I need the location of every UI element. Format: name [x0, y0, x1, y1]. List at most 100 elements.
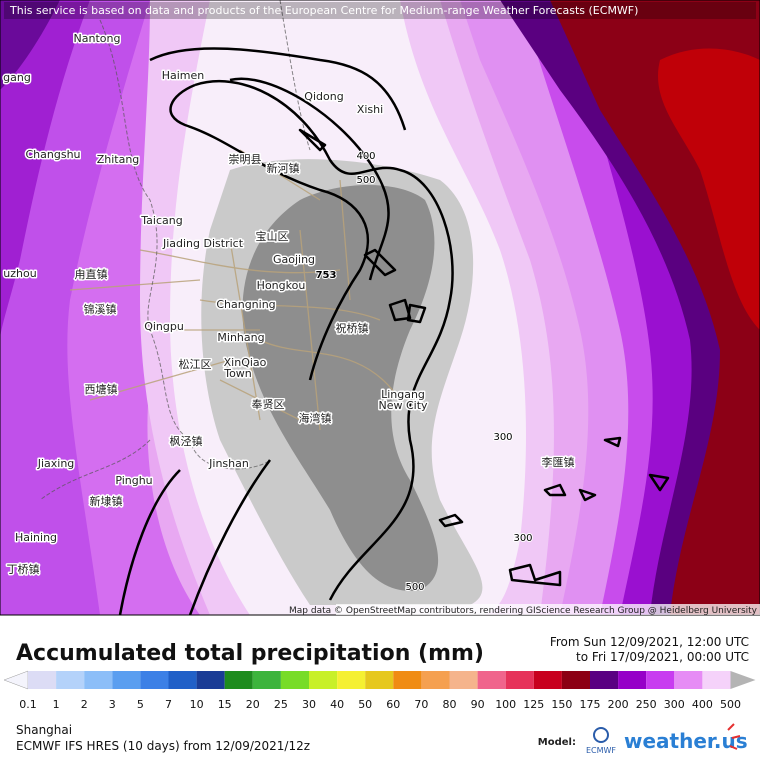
banner-bg [4, 2, 756, 19]
contour-label: 300 [493, 432, 512, 443]
isoline [118, 298, 427, 616]
place-label: 宝山区 [256, 229, 289, 243]
place-labels: Nantong Haimen Qidong Xishi Changshu Zhitang 崇… [2, 31, 576, 578]
place-label: 丁桥镇 [7, 562, 40, 576]
legend-swatch [309, 671, 338, 689]
legend-tick-label: 0.1 [19, 698, 37, 711]
place-label: Qidong [304, 90, 343, 103]
legend-swatch [477, 671, 506, 689]
place-label: Changshu [25, 148, 80, 161]
place-label: Hongkou [257, 279, 306, 292]
period-from: From Sun 12/09/2021, 12:00 UTC [550, 635, 749, 649]
legend-swatch [28, 671, 57, 689]
place-label: Town [223, 367, 252, 380]
ecmwf-logo [593, 727, 609, 743]
legend-tick-label: 1 [53, 698, 60, 711]
legend-swatch [337, 671, 366, 689]
place-label: Qingpu [144, 320, 184, 333]
contour-label: 300 [513, 533, 532, 544]
legend-tick-label: 100 [495, 698, 516, 711]
field-band [658, 48, 760, 330]
legend-swatch [224, 671, 253, 689]
legend-tick-label: 400 [692, 698, 713, 711]
contour-label: 500 [405, 582, 424, 593]
contour-labels: 400 500 753 300 300 500 [315, 150, 534, 594]
legend-tick-label: 10 [190, 698, 204, 711]
place-label: 祝桥镇 [336, 321, 369, 335]
title: Accumulated total precipitation (mm) [16, 641, 484, 666]
field-band [242, 185, 439, 591]
location: Shanghai [16, 723, 72, 737]
legend-tick-label: 70 [414, 698, 428, 711]
legend-swatch [618, 671, 647, 689]
place-label: 锦溪镇 [84, 302, 117, 316]
model-label: Model: [538, 737, 576, 748]
place-label: 新河镇 [267, 161, 300, 175]
legend-tick-label: 125 [523, 698, 544, 711]
contour-label: 753 [316, 270, 337, 281]
legend-tick-label: 90 [471, 698, 485, 711]
legend-under [3, 670, 29, 690]
place-label: Nantong [74, 32, 121, 45]
place-label: Haimen [162, 69, 205, 82]
legend-over [730, 671, 756, 689]
legend-tick-label: 175 [580, 698, 601, 711]
place-label: Zhitang [97, 153, 140, 166]
isoline [149, 47, 407, 152]
place-label: 李匯镇 [542, 455, 575, 469]
place-label: Pinghu [115, 474, 152, 487]
isoline [229, 77, 397, 281]
legend-swatch [84, 671, 113, 689]
legend-swatch [112, 671, 141, 689]
legend-tick-label: 60 [386, 698, 400, 711]
legend-swatch [365, 671, 394, 689]
place-label: Jinshan [208, 457, 249, 470]
legend-tick-label: 250 [636, 698, 657, 711]
place-label: Gaojing [273, 253, 315, 266]
legend-tick-label: 80 [443, 698, 457, 711]
place-label: 新埭镇 [90, 494, 123, 508]
place-label: Jiaxing [37, 457, 75, 470]
legend-tick-label: 15 [218, 698, 232, 711]
precipitation-map: This service is based on data and produc… [0, 0, 760, 616]
legend-swatch [674, 671, 703, 689]
border [39, 0, 311, 501]
place-label: 西塘镇 [85, 382, 118, 396]
legend-tick-label: 2 [81, 698, 88, 711]
place-label: 枫泾镇 [170, 434, 203, 448]
place-label: Xishi [357, 103, 383, 116]
place-label: New City [378, 399, 428, 412]
legend-swatch [561, 671, 590, 689]
field-band [0, 0, 60, 90]
field-band [0, 0, 90, 340]
legend-tick-label: 7 [165, 698, 172, 711]
place-label: 崇明县 [229, 153, 262, 166]
contour-label: 400 [356, 151, 375, 162]
place-label: Jiading District [162, 237, 244, 250]
place-label: Lingang [381, 388, 425, 401]
isoline [194, 80, 454, 601]
place-label: 奉贤区 [252, 397, 285, 411]
legend: 0.1 1 2 3 5 7 10 15 20 25 30 40 50 60 70 80 90 100 125 150 1… [3, 670, 756, 711]
legend-swatch [56, 671, 85, 689]
attribution: Map data © OpenStreetMap contributors, r… [289, 606, 758, 616]
legend-swatch [252, 671, 281, 689]
bottom-panel: Accumulated total precipitation (mm) Fro… [3, 635, 756, 755]
place-label: uzhou [3, 267, 36, 280]
legend-swatch [140, 671, 169, 689]
isoline [169, 83, 370, 381]
legend-tick-label: 5 [137, 698, 144, 711]
period-to: to Fri 17/09/2021, 00:00 UTC [576, 650, 749, 664]
contour-label: 500 [356, 175, 375, 186]
legend-swatch [449, 671, 478, 689]
legend-tick-label: 150 [551, 698, 572, 711]
legend-tick-label: 3 [109, 698, 116, 711]
place-label: Taicang [140, 214, 182, 227]
attribution-bg [336, 604, 760, 615]
legend-tick-label: 25 [274, 698, 288, 711]
legend-swatch [505, 671, 534, 689]
legend-tick-label: 20 [246, 698, 260, 711]
place-label: 松江区 [179, 357, 212, 371]
legend-tick-label: 300 [664, 698, 685, 711]
